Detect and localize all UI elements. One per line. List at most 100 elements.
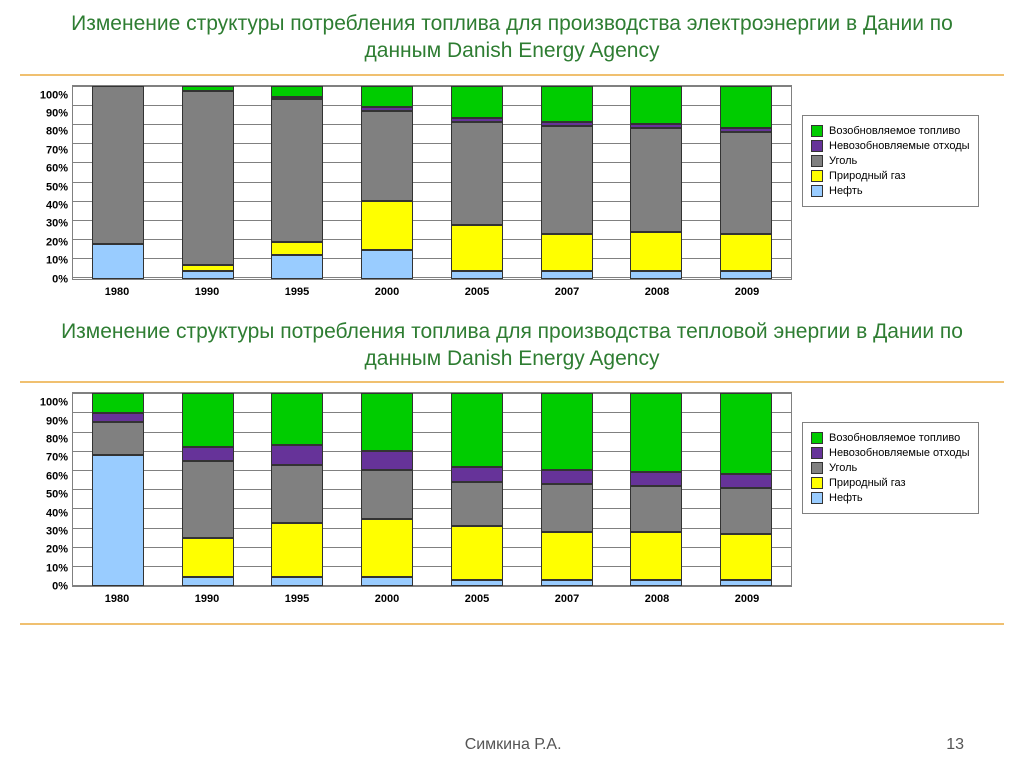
bar-segment-nonrenew_waste: [720, 474, 772, 488]
bar-slot: [73, 393, 163, 586]
bar-segment-renewable: [361, 86, 413, 107]
bar-segment-renewable: [271, 86, 323, 98]
chart-2-plot: [72, 392, 792, 587]
divider: [20, 623, 1004, 625]
x-tick-label: 2009: [702, 587, 792, 605]
bar-segment-gas: [720, 534, 772, 580]
stacked-bar: [361, 393, 413, 586]
bar-segment-coal: [630, 486, 682, 532]
bar-segment-coal: [451, 122, 503, 224]
slide-title-1: Изменение структуры потребления топлива …: [0, 0, 1024, 70]
stacked-bar: [92, 393, 144, 586]
bar-segment-gas: [720, 234, 772, 271]
bar-segment-nonrenew_waste: [361, 451, 413, 470]
legend-item: Невозобновляемые отходы: [811, 447, 970, 459]
bar-segment-renewable: [451, 393, 503, 466]
stacked-bar: [271, 86, 323, 279]
legend-label: Невозобновляемые отходы: [829, 447, 970, 459]
chart-1-area: 0%10%20%30%40%50%60%70%80%90%100% 198019…: [30, 85, 792, 298]
legend-item: Нефть: [811, 492, 970, 504]
bar-segment-gas: [361, 519, 413, 577]
bar-segment-oil: [361, 577, 413, 587]
bar-segment-oil: [630, 580, 682, 586]
x-tick-label: 1980: [72, 280, 162, 298]
bar-segment-renewable: [361, 393, 413, 451]
y-tick-label: 10%: [30, 563, 68, 574]
x-tick-label: 2005: [432, 280, 522, 298]
bar-segment-gas: [630, 532, 682, 580]
bar-segment-nonrenew_waste: [182, 447, 234, 461]
chart-2-block: 0%10%20%30%40%50%60%70%80%90%100% 198019…: [0, 387, 1024, 605]
bar-slot: [163, 393, 253, 586]
legend-swatch: [811, 447, 823, 459]
x-tick-label: 1995: [252, 587, 342, 605]
legend-swatch: [811, 140, 823, 152]
bar-segment-coal: [271, 99, 323, 242]
legend-item: Уголь: [811, 155, 970, 167]
bar-segment-coal: [361, 111, 413, 202]
bar-segment-oil: [720, 580, 772, 586]
bar-segment-oil: [361, 250, 413, 279]
x-tick-label: 2007: [522, 587, 612, 605]
bar-segment-oil: [271, 577, 323, 587]
bar-segment-nonrenew_waste: [451, 467, 503, 482]
footer-page-number: 13: [946, 736, 964, 754]
legend-item: Возобновляемое топливо: [811, 125, 970, 137]
bar-slot: [253, 86, 343, 279]
y-tick-label: 70%: [30, 453, 68, 464]
legend-swatch: [811, 462, 823, 474]
stacked-bar: [451, 86, 503, 279]
legend-label: Природный газ: [829, 170, 906, 182]
legend-label: Уголь: [829, 462, 857, 474]
bar-segment-renewable: [720, 393, 772, 474]
chart-1-x-axis: 19801990199520002005200720082009: [72, 280, 792, 298]
bar-segment-gas: [451, 526, 503, 580]
x-tick-label: 2000: [342, 280, 432, 298]
bar-segment-renewable: [630, 393, 682, 472]
legend-item: Природный газ: [811, 477, 970, 489]
legend-label: Невозобновляемые отходы: [829, 140, 970, 152]
bar-segment-gas: [361, 201, 413, 249]
bar-slot: [342, 86, 432, 279]
bar-slot: [432, 86, 522, 279]
bar-segment-renewable: [630, 86, 682, 125]
stacked-bar: [630, 86, 682, 279]
chart-2-area: 0%10%20%30%40%50%60%70%80%90%100% 198019…: [30, 392, 792, 605]
bar-segment-coal: [720, 132, 772, 234]
bar-segment-renewable: [92, 393, 144, 412]
x-tick-label: 1980: [72, 587, 162, 605]
stacked-bar: [182, 86, 234, 279]
y-tick-label: 20%: [30, 237, 68, 248]
bar-slot: [522, 393, 612, 586]
stacked-bar: [361, 86, 413, 279]
y-tick-label: 0%: [30, 582, 68, 593]
y-tick-label: 60%: [30, 471, 68, 482]
stacked-bar: [630, 393, 682, 586]
x-tick-label: 2005: [432, 587, 522, 605]
y-tick-label: 60%: [30, 164, 68, 175]
legend-label: Нефть: [829, 492, 863, 504]
stacked-bar: [271, 393, 323, 586]
x-tick-label: 2000: [342, 587, 432, 605]
legend-label: Нефть: [829, 185, 863, 197]
legend-swatch: [811, 155, 823, 167]
footer-author: Симкина Р.А.: [465, 736, 562, 754]
x-tick-label: 1990: [162, 280, 252, 298]
y-tick-label: 90%: [30, 416, 68, 427]
chart-2-legend: Возобновляемое топливоНевозобновляемые о…: [802, 422, 979, 514]
bar-segment-renewable: [182, 393, 234, 447]
bar-segment-coal: [182, 91, 234, 265]
bar-segment-oil: [630, 271, 682, 279]
legend-item: Невозобновляемые отходы: [811, 140, 970, 152]
y-tick-label: 40%: [30, 508, 68, 519]
bar-slot: [163, 86, 253, 279]
legend-swatch: [811, 185, 823, 197]
bar-segment-renewable: [271, 393, 323, 445]
bar-segment-oil: [451, 580, 503, 586]
legend-swatch: [811, 125, 823, 137]
bar-segment-oil: [92, 244, 144, 279]
legend-item: Природный газ: [811, 170, 970, 182]
stacked-bar: [182, 393, 234, 586]
chart-1-y-axis: 0%10%20%30%40%50%60%70%80%90%100%: [30, 85, 68, 280]
y-tick-label: 50%: [30, 182, 68, 193]
